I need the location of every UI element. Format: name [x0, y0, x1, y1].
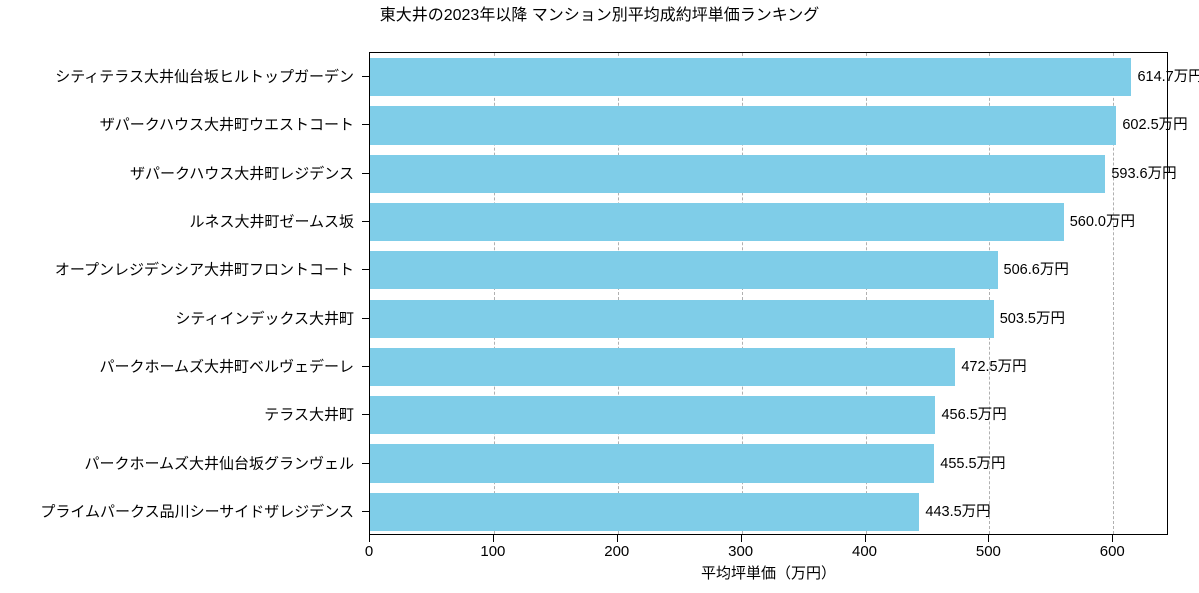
- y-axis-tick-label: ザパークハウス大井町ウエストコート: [99, 116, 354, 134]
- y-axis-tick-mark: [362, 510, 369, 512]
- y-axis-tick-label: ルネス大井町ゼームス坂: [189, 213, 354, 231]
- bar: [370, 299, 994, 338]
- bar: [370, 58, 1132, 97]
- x-axis-tick-label: 600: [1099, 543, 1125, 560]
- x-axis-tick-label: 100: [480, 543, 506, 560]
- bar: [370, 396, 936, 435]
- y-axis-tick-mark: [362, 317, 369, 319]
- bar-value-label: 506.6万円: [1003, 262, 1069, 279]
- y-axis-tick-label: ザパークハウス大井町レジデンス: [130, 165, 354, 183]
- x-axis-tick-mark: [492, 535, 494, 542]
- y-axis-tick-label: テラス大井町: [264, 406, 354, 424]
- bar-value-label: 443.5万円: [925, 503, 991, 520]
- x-axis-tick-label: 400: [851, 543, 878, 560]
- bar-value-label: 593.6万円: [1111, 165, 1177, 182]
- bar-value-label: 503.5万円: [999, 310, 1065, 327]
- y-axis-tick-mark: [362, 172, 369, 174]
- y-axis-tick-mark: [362, 269, 369, 271]
- x-axis-title: 平均坪単価（万円）: [700, 565, 836, 582]
- x-axis-tick-mark: [616, 535, 618, 542]
- x-axis-tick-mark: [1112, 535, 1114, 542]
- x-axis-tick-mark: [864, 535, 866, 542]
- bar: [370, 444, 935, 483]
- bar-value-label: 560.0万円: [1069, 213, 1135, 230]
- bar-value-label: 455.5万円: [940, 455, 1006, 472]
- bar: [370, 202, 1064, 242]
- plot-area: 443.5万円 455.5万円 456.5万円 472.5万円 503.5万円 506.6…: [369, 52, 1199, 535]
- x-axis-tick-label: 300: [728, 543, 754, 560]
- y-axis-tick-label: オープンレジデンシア大井町フロントコート: [54, 261, 354, 279]
- x-axis-tick-mark: [988, 535, 990, 542]
- y-axis-tick-mark: [362, 462, 369, 464]
- x-axis-labels: 0 100 200 300 400 500 600: [365, 535, 1168, 565]
- y-axis-tick-mark: [362, 414, 369, 416]
- x-axis-tick-label: 500: [975, 543, 1001, 560]
- y-axis-tick-label: シティテラス大井仙台坂ヒルトップガーデン: [55, 68, 354, 86]
- y-axis-tick-mark: [362, 365, 369, 367]
- bar: [370, 106, 1117, 145]
- page-title: 東大井の2023年以降 マンション別平均成約坪単価ランキング: [379, 7, 820, 24]
- x-axis-tick-mark: [740, 535, 742, 542]
- y-axis-tick-label: パークホームズ大井仙台坂グランヴェル: [84, 455, 354, 473]
- bar-value-label: 472.5万円: [961, 358, 1027, 375]
- y-axis-tick-label: プライムパークス品川シーサイドザレジデンス: [40, 503, 354, 521]
- bar: [370, 492, 920, 531]
- y-axis-tick-label: シティインデックス大井町: [175, 310, 354, 328]
- bars-layer: 443.5万円 455.5万円 456.5万円 472.5万円 503.5万円 506.6…: [370, 53, 1199, 534]
- y-axis-tick-mark: [362, 76, 369, 78]
- bar: [370, 154, 1106, 193]
- x-axis-tick-mark: [369, 535, 370, 542]
- bar-value-label: 614.7万円: [1137, 68, 1199, 85]
- bar: [370, 347, 956, 387]
- y-axis-tick-label: パークホームズ大井町ベルヴェデーレ: [99, 358, 354, 376]
- x-axis-tick-label: 0: [364, 543, 374, 560]
- y-axis-tick-mark: [362, 221, 369, 223]
- bar-value-label: 456.5万円: [941, 407, 1007, 423]
- y-axis-tick-mark: [362, 124, 369, 126]
- bar-value-label: 602.5万円: [1122, 117, 1188, 134]
- y-axis-labels: プライムパークス品川シーサイドザレジデンス パークホームズ大井仙台坂グランヴェル テ…: [0, 52, 369, 535]
- bar: [370, 251, 998, 290]
- x-axis-tick-label: 200: [604, 543, 630, 560]
